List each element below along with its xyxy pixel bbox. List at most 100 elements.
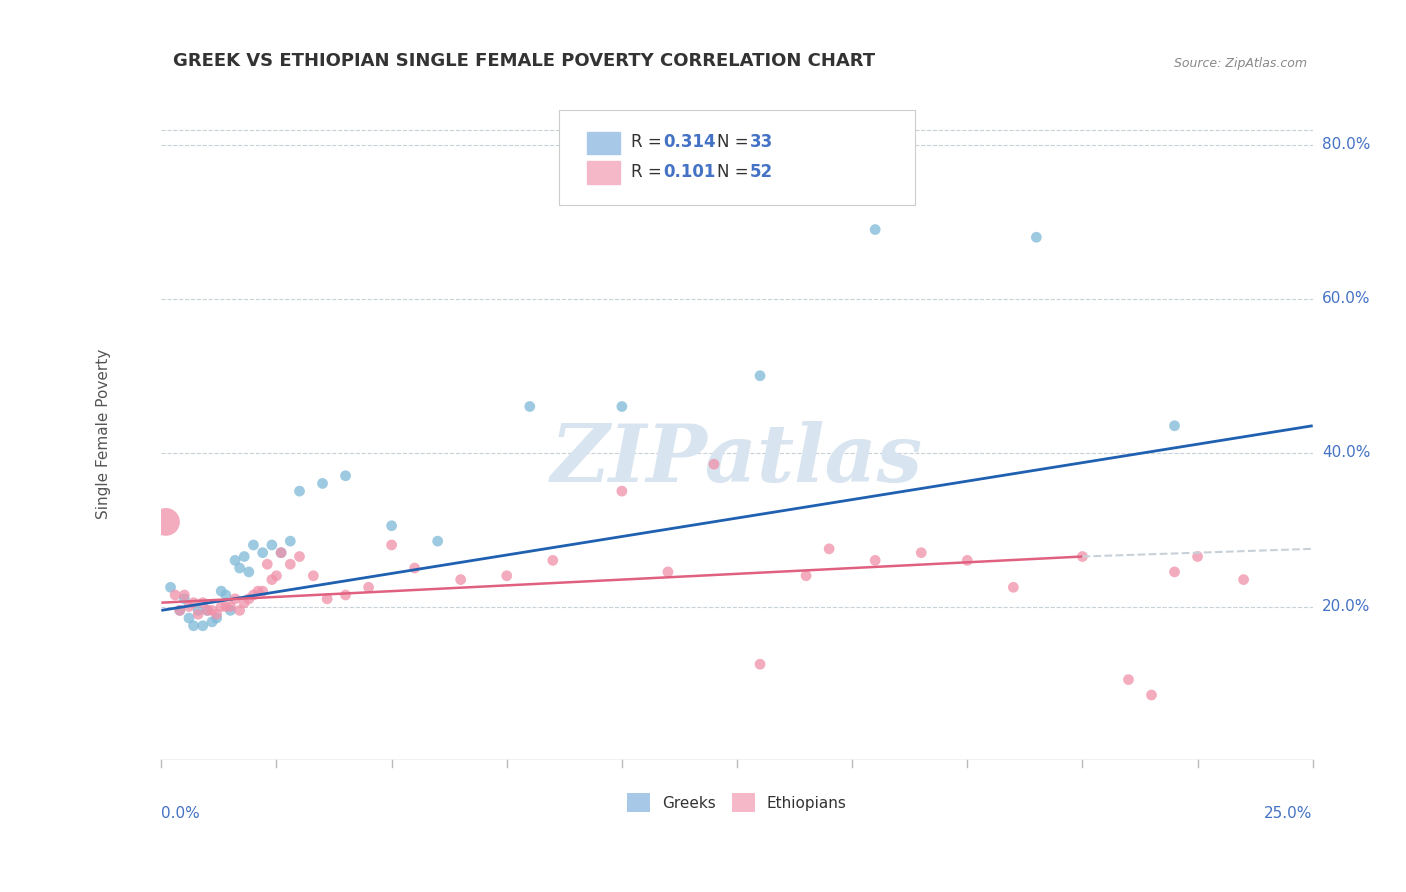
Point bbox=[541, 553, 564, 567]
Text: 20.0%: 20.0% bbox=[1322, 599, 1371, 614]
Point bbox=[197, 603, 219, 617]
Text: N =: N = bbox=[717, 134, 755, 152]
Point bbox=[278, 534, 301, 549]
Point bbox=[159, 580, 181, 594]
Point bbox=[238, 565, 260, 579]
Point bbox=[233, 596, 256, 610]
Text: R =: R = bbox=[631, 163, 666, 181]
Point bbox=[238, 591, 260, 606]
Point bbox=[1025, 230, 1047, 244]
Point bbox=[610, 484, 633, 499]
Point bbox=[1163, 565, 1185, 579]
Text: GREEK VS ETHIOPIAN SINGLE FEMALE POVERTY CORRELATION CHART: GREEK VS ETHIOPIAN SINGLE FEMALE POVERTY… bbox=[173, 53, 875, 70]
Point bbox=[1163, 418, 1185, 433]
Point bbox=[260, 573, 283, 587]
Point bbox=[201, 603, 224, 617]
Point bbox=[956, 553, 979, 567]
Point bbox=[335, 468, 357, 483]
Point bbox=[610, 400, 633, 414]
FancyBboxPatch shape bbox=[558, 110, 915, 204]
Text: Source: ZipAtlas.com: Source: ZipAtlas.com bbox=[1174, 57, 1308, 70]
Point bbox=[519, 400, 541, 414]
Point bbox=[173, 591, 195, 606]
Point bbox=[183, 619, 205, 633]
Point bbox=[703, 457, 725, 471]
Point bbox=[224, 553, 246, 567]
Point bbox=[302, 568, 325, 582]
Point bbox=[1140, 688, 1163, 702]
Point bbox=[1187, 549, 1209, 564]
Point bbox=[209, 584, 232, 599]
Point bbox=[205, 607, 228, 622]
Point bbox=[657, 565, 679, 579]
Point bbox=[224, 591, 246, 606]
Text: 25.0%: 25.0% bbox=[1264, 806, 1313, 822]
Text: 52: 52 bbox=[749, 163, 773, 181]
Text: 33: 33 bbox=[749, 134, 773, 152]
Point bbox=[270, 546, 292, 560]
Point bbox=[169, 603, 191, 617]
Text: 40.0%: 40.0% bbox=[1322, 445, 1371, 460]
Text: R =: R = bbox=[631, 134, 666, 152]
Point bbox=[177, 599, 200, 614]
Point bbox=[177, 611, 200, 625]
Point bbox=[242, 538, 264, 552]
Text: 0.101: 0.101 bbox=[664, 163, 716, 181]
Point bbox=[219, 603, 242, 617]
Point bbox=[270, 546, 292, 560]
Point bbox=[357, 580, 380, 594]
Point bbox=[201, 615, 224, 629]
Text: N =: N = bbox=[717, 163, 755, 181]
Point bbox=[450, 573, 472, 587]
Point bbox=[1233, 573, 1256, 587]
Legend: Greeks, Ethiopians: Greeks, Ethiopians bbox=[621, 788, 852, 818]
Point bbox=[311, 476, 333, 491]
Point bbox=[191, 619, 214, 633]
Point bbox=[381, 538, 404, 552]
Text: ZIPatlas: ZIPatlas bbox=[551, 421, 924, 499]
Point bbox=[205, 611, 228, 625]
Point bbox=[197, 603, 219, 617]
Point bbox=[183, 596, 205, 610]
Point bbox=[426, 534, 449, 549]
Point bbox=[863, 553, 886, 567]
Point bbox=[252, 584, 274, 599]
Point bbox=[260, 538, 283, 552]
Point bbox=[863, 222, 886, 236]
Point bbox=[1002, 580, 1025, 594]
Text: 0.314: 0.314 bbox=[664, 134, 716, 152]
Point bbox=[252, 546, 274, 560]
Point bbox=[266, 568, 288, 582]
Bar bbox=[588, 132, 620, 154]
Point bbox=[187, 607, 209, 622]
Point bbox=[288, 484, 311, 499]
Point bbox=[215, 599, 238, 614]
Point bbox=[165, 588, 187, 602]
Point bbox=[288, 549, 311, 564]
Point bbox=[278, 558, 301, 572]
Point bbox=[818, 541, 841, 556]
Point bbox=[381, 518, 404, 533]
Text: 0.0%: 0.0% bbox=[162, 806, 200, 822]
Point bbox=[749, 657, 772, 672]
Point bbox=[242, 588, 264, 602]
Text: 80.0%: 80.0% bbox=[1322, 137, 1371, 153]
Bar bbox=[588, 161, 620, 184]
Point bbox=[209, 599, 232, 614]
Point bbox=[1118, 673, 1140, 687]
Point bbox=[404, 561, 426, 575]
Point bbox=[228, 561, 250, 575]
Point bbox=[749, 368, 772, 383]
Point bbox=[495, 568, 517, 582]
Point bbox=[794, 568, 817, 582]
Text: Single Female Poverty: Single Female Poverty bbox=[96, 348, 111, 518]
Point bbox=[191, 596, 214, 610]
Point bbox=[155, 515, 177, 529]
Text: 60.0%: 60.0% bbox=[1322, 292, 1371, 306]
Point bbox=[219, 599, 242, 614]
Point bbox=[187, 603, 209, 617]
Point bbox=[910, 546, 932, 560]
Point bbox=[215, 588, 238, 602]
Point bbox=[316, 591, 339, 606]
Point bbox=[247, 584, 270, 599]
